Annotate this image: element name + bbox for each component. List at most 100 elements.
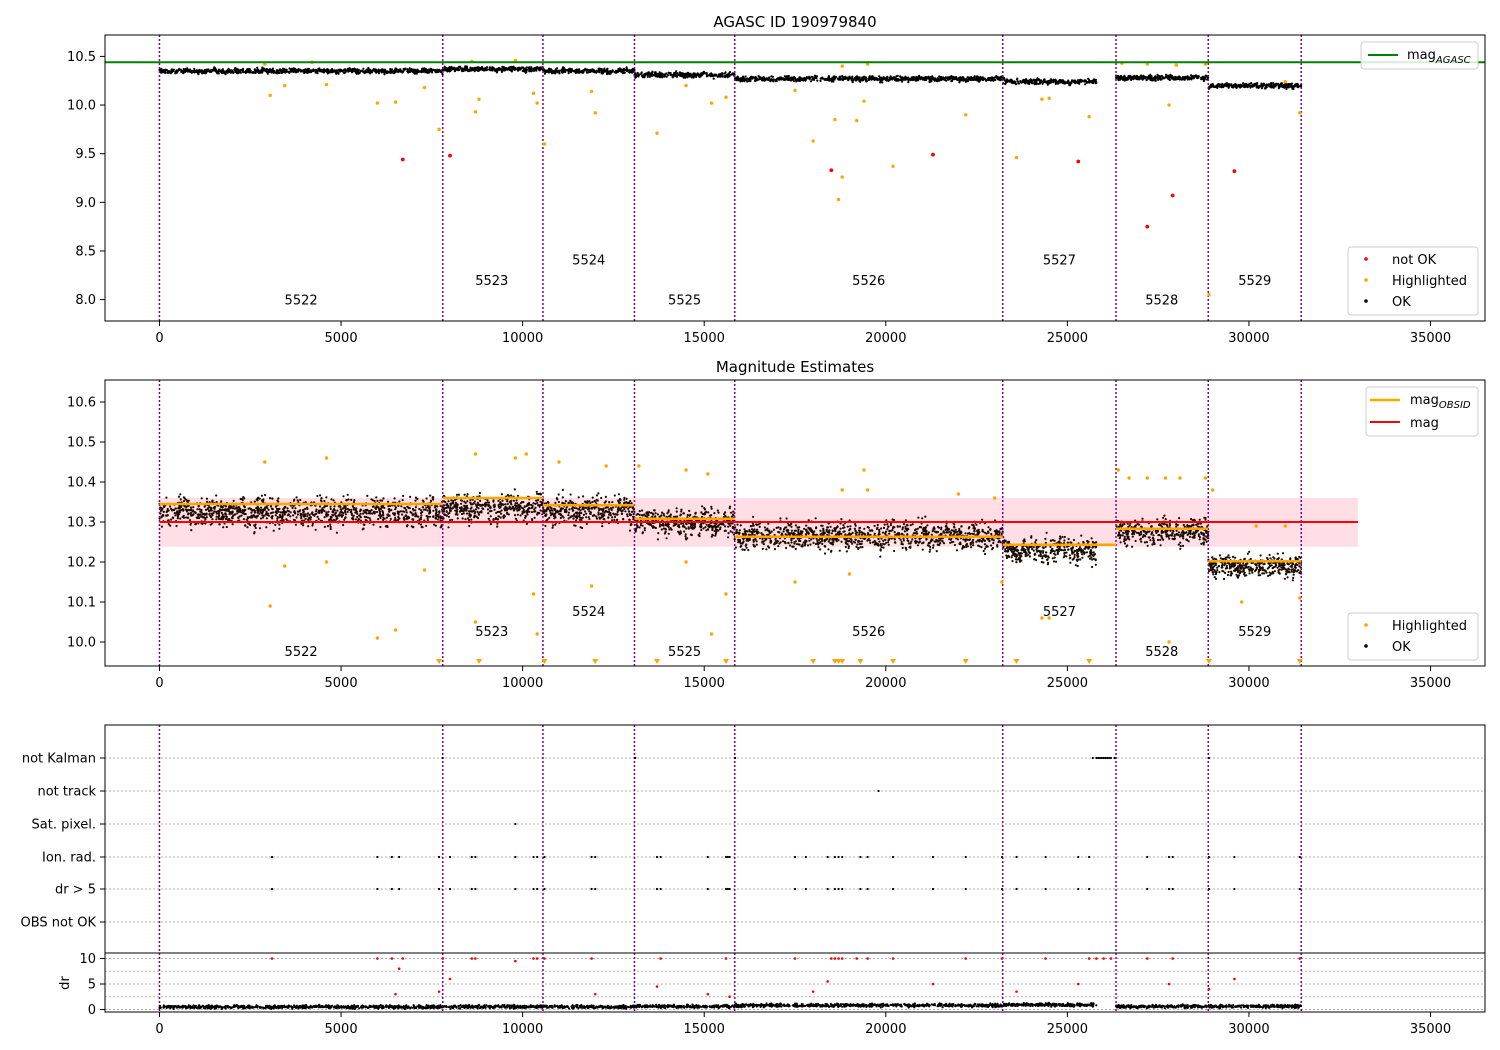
estimates-ok-point: [380, 507, 383, 510]
agasc-ok-point: [1292, 87, 1295, 91]
estimates-ok-point: [323, 510, 326, 513]
agasc-ok-point: [609, 72, 612, 75]
agasc-ok-point: [892, 77, 895, 80]
agasc-ok-point: [1196, 75, 1199, 78]
estimates-ok-point: [496, 525, 499, 528]
agasc-ok-point: [1235, 86, 1238, 89]
agasc-ok-point: [399, 70, 402, 73]
estimates-ok-point: [244, 512, 247, 516]
estimates-ok-point: [254, 526, 257, 530]
agasc-ok-point: [741, 80, 744, 83]
estimates-ok-point: [405, 511, 408, 514]
agasc-obsid-label-5529: 5529: [1238, 274, 1271, 289]
agasc-ok-point: [976, 78, 979, 81]
estimates-ok-point: [199, 510, 202, 513]
agasc-ok-point: [901, 76, 904, 79]
estimates-ok-point: [159, 509, 162, 512]
agasc-ok-point: [739, 78, 742, 81]
agasc-highlighted-point: [422, 85, 427, 90]
agasc-legend-highlighted-label: Highlighted: [1392, 274, 1467, 289]
estimates-ok-point: [425, 514, 428, 518]
estimates-ok-point: [396, 518, 400, 522]
estimates-ok-point: [352, 518, 355, 521]
estimates-ok-point: [326, 513, 330, 516]
agasc-ok-point: [737, 77, 740, 80]
agasc-ok-point: [463, 68, 466, 71]
agasc-ok-point: [237, 68, 240, 71]
agasc-ok-point: [318, 67, 321, 70]
agasc-ok-point: [584, 68, 587, 71]
agasc-ok-point: [1011, 80, 1014, 83]
estimates-ok-point: [223, 515, 226, 518]
estimates-ok-point: [221, 515, 224, 518]
agasc-ok-point: [907, 78, 910, 81]
estimates-ok-point: [379, 499, 382, 502]
agasc-ok-point: [235, 67, 238, 70]
agasc-highlighted-point: [1298, 111, 1302, 115]
agasc-not-ok-point: [1076, 159, 1081, 164]
agasc-ok-point: [1289, 85, 1292, 88]
agasc-ok-point: [805, 76, 809, 79]
estimates-title: Magnitude Estimates: [716, 358, 874, 376]
agasc-ok-point: [359, 69, 362, 72]
estimates-ok-point: [421, 506, 424, 509]
agasc-ok-point: [628, 69, 631, 72]
agasc-ok-point: [1037, 82, 1040, 85]
agasc-ok-point: [1080, 80, 1083, 83]
estimates-ok-point: [329, 505, 332, 508]
agasc-ok-point: [916, 79, 920, 82]
estimates-ok-point: [332, 518, 336, 522]
agasc-ok-point: [288, 67, 291, 70]
agasc-ok-point: [303, 71, 306, 74]
agasc-ok-point: [601, 72, 604, 75]
agasc-ok-point: [484, 69, 487, 72]
estimates-ok-point: [370, 509, 373, 512]
estimates-ok-point: [197, 516, 200, 520]
estimates-ok-point: [344, 507, 347, 510]
agasc-ok-point: [162, 71, 165, 74]
estimates-ok-point: [530, 503, 533, 507]
agasc-ok-point: [672, 73, 675, 76]
estimates-ok-point: [344, 510, 347, 514]
estimates-ok-point: [235, 507, 238, 510]
estimates-ok-point: [201, 515, 204, 518]
agasc-ok-point: [951, 77, 954, 80]
agasc-ok-point: [686, 75, 689, 78]
estimates-ok-point: [386, 500, 390, 503]
estimates-ok-point: [192, 506, 195, 509]
estimates-ok-point: [318, 510, 321, 514]
agasc-ok-point: [1216, 85, 1219, 88]
agasc-ytick-label-5: 10.5: [67, 50, 96, 65]
agasc-highlighted-point: [833, 117, 837, 122]
estimates-ok-point: [253, 511, 256, 514]
agasc-not-ok-point: [1232, 169, 1237, 174]
estimates-ok-point: [350, 510, 353, 513]
agasc-ok-point: [346, 67, 349, 70]
estimates-ok-point: [226, 508, 230, 511]
estimates-ok-point: [311, 511, 314, 514]
estimates-ok-point: [414, 499, 417, 502]
estimates-ok-point: [236, 512, 239, 515]
agasc-ok-point: [353, 68, 356, 71]
estimates-ok-point: [184, 508, 188, 511]
agasc-highlighted-point: [375, 101, 380, 105]
agasc-ok-point: [676, 75, 679, 78]
estimates-ok-point: [243, 506, 246, 509]
agasc-ok-point: [420, 71, 423, 74]
agasc-ok-point: [348, 67, 351, 70]
agasc-ok-point: [719, 72, 722, 76]
agasc-ok-point: [297, 69, 300, 72]
agasc-ok-point: [819, 79, 822, 82]
estimates-ok-point: [256, 511, 259, 514]
estimates-ok-point: [279, 511, 282, 514]
agasc-ok-point: [743, 77, 746, 80]
estimates-ok-point: [255, 506, 258, 509]
estimates-ok-point: [437, 518, 440, 521]
agasc-highlighted-point: [793, 88, 797, 93]
estimates-ok-point: [246, 517, 250, 520]
estimates-ok-point: [426, 519, 429, 522]
estimates-ok-point: [316, 515, 319, 519]
estimates-ok-point: [275, 511, 278, 515]
agasc-ok-point: [188, 68, 191, 71]
agasc-highlighted-point: [324, 82, 329, 87]
